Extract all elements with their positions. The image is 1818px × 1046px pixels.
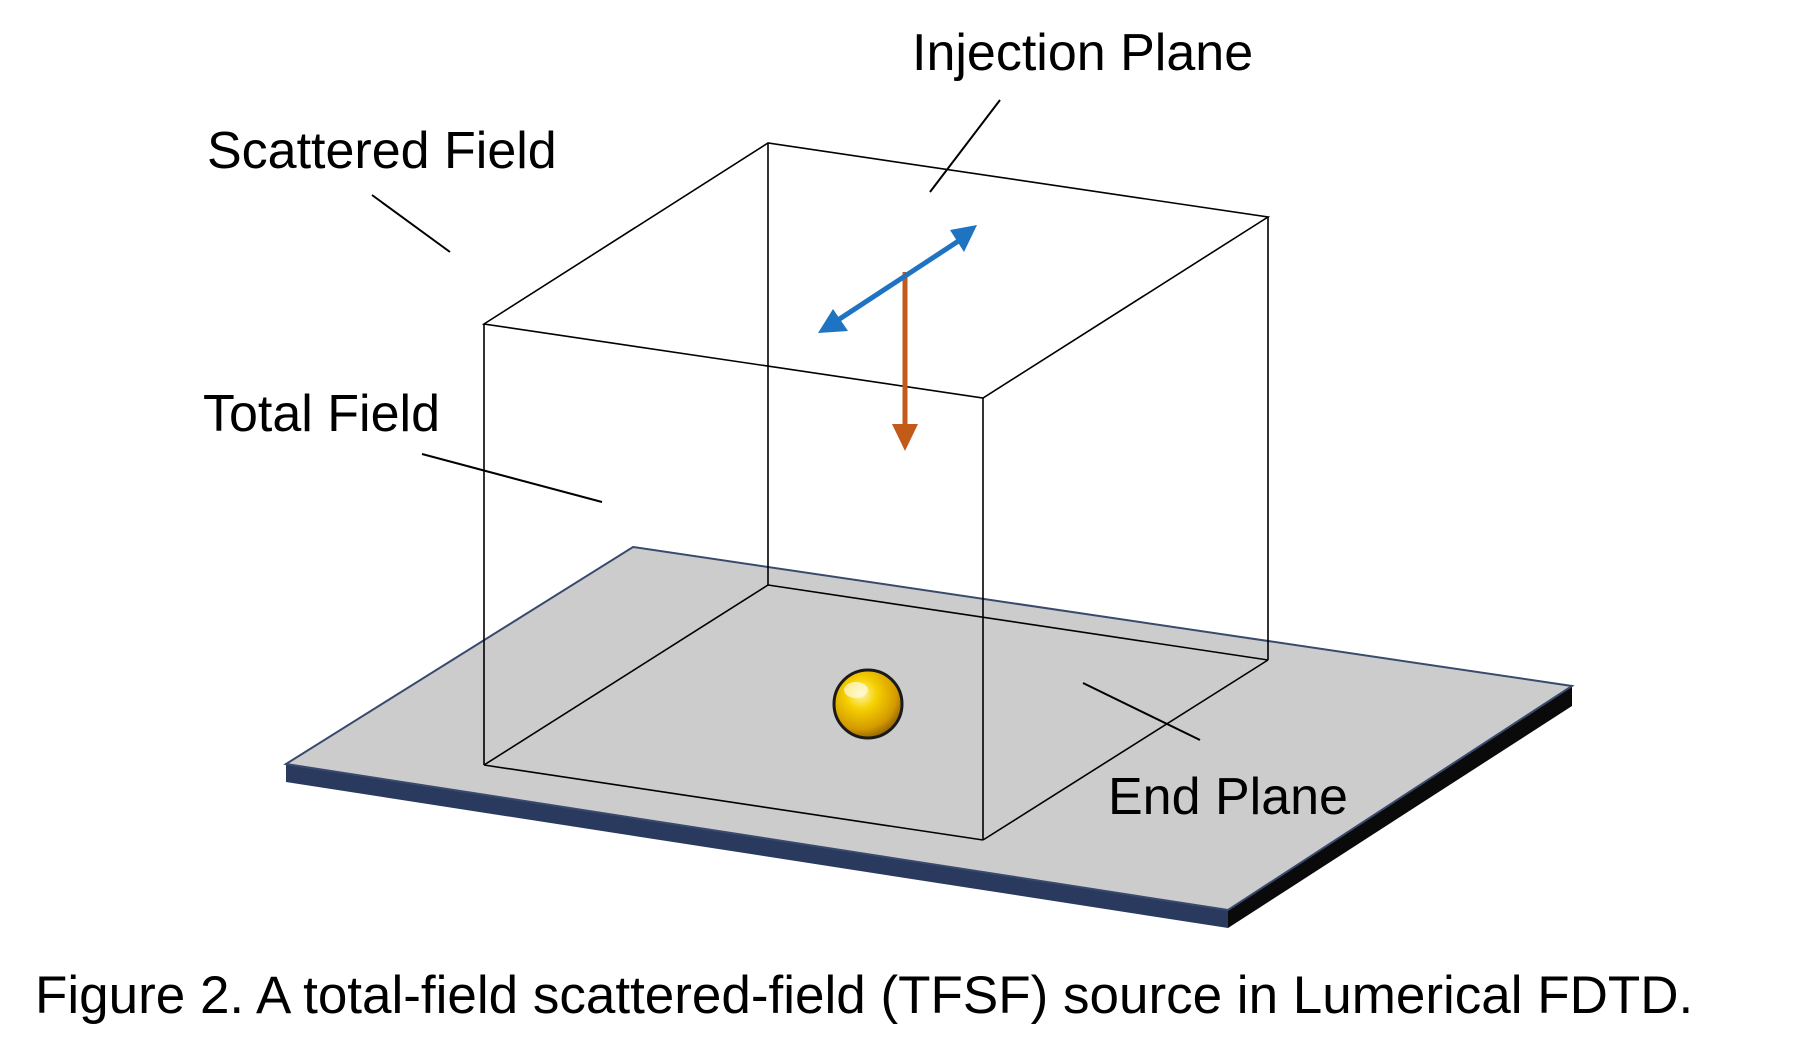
substrate-front-edge	[286, 764, 1228, 928]
particle-sphere	[832, 668, 904, 740]
leader-injection-plane	[929, 99, 1001, 193]
leader-scattered-field	[371, 194, 451, 253]
substrate-side-edge	[1228, 686, 1572, 928]
cube-edge-bottom-front	[483, 764, 984, 841]
cube-edge-bottom-right	[982, 659, 1269, 841]
substrate	[283, 545, 1575, 928]
polarization-arrow	[818, 225, 977, 333]
substrate-top	[283, 545, 1575, 912]
propagation-arrow	[892, 272, 918, 451]
figure-caption: Figure 2. A total-field scattered-field …	[35, 966, 1693, 1025]
cube-top-face	[481, 142, 1271, 399]
label-end-plane: End Plane	[1108, 768, 1348, 826]
label-injection-plane: Injection Plane	[912, 24, 1253, 82]
label-scattered-field: Scattered Field	[207, 122, 557, 180]
cube-edge-bottom-back-left	[483, 584, 769, 766]
tfsf-box	[481, 142, 1271, 841]
label-total-field: Total Field	[203, 385, 440, 443]
cube-edge-bottom-back-right	[767, 584, 1269, 661]
leader-end-plane	[1082, 682, 1201, 741]
leader-total-field	[421, 453, 603, 503]
